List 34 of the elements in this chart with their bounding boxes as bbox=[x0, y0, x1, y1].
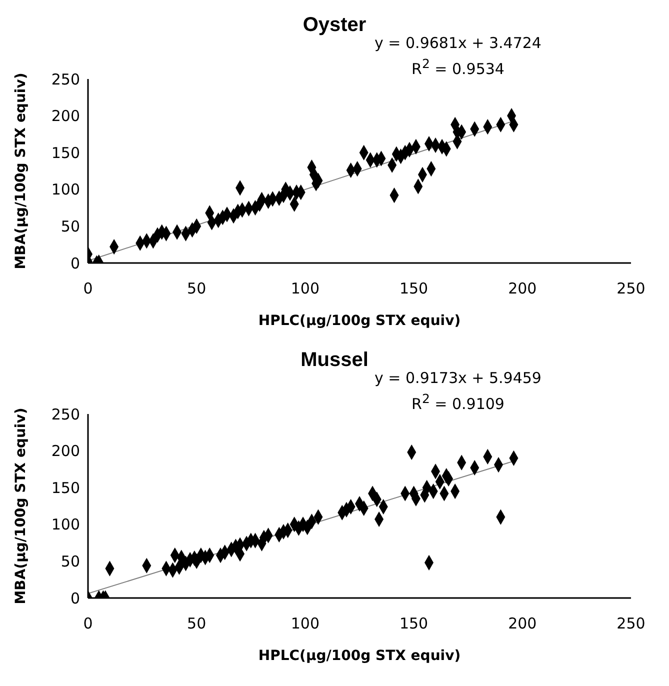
x-tick-label: 0 bbox=[83, 614, 93, 633]
text: R$^{2}$ = 0.9109 bbox=[410, 391, 506, 413]
x-axis-title: HPLC(μg/100g STX equiv) bbox=[258, 313, 461, 329]
y-tick-label: 50 bbox=[60, 552, 80, 571]
chart-title: Oyster bbox=[302, 14, 366, 36]
x-tick-label: 250 bbox=[616, 614, 646, 633]
y-tick-label: 150 bbox=[51, 478, 80, 497]
y-tick-label: 200 bbox=[51, 107, 80, 126]
x-tick-label: 50 bbox=[187, 280, 206, 298]
y-tick-label: 50 bbox=[60, 218, 80, 236]
y-tick-label: 250 bbox=[51, 70, 80, 88]
x-tick-label: 250 bbox=[616, 280, 646, 298]
y-tick-label: 150 bbox=[51, 144, 80, 162]
x-tick-label: 50 bbox=[187, 614, 206, 633]
x-tick-label: 0 bbox=[83, 280, 93, 298]
x-tick-label: 150 bbox=[399, 614, 428, 633]
text: y = 0.9173x + 5.9459 bbox=[374, 369, 542, 387]
y-tick-label: 100 bbox=[51, 180, 80, 199]
x-axis-title: HPLC(μg/100g STX equiv) bbox=[258, 648, 461, 664]
y-tick-label: 0 bbox=[70, 254, 80, 272]
y-tick-label: 250 bbox=[51, 405, 80, 424]
text: R$^{2}$ = 0.9534 bbox=[410, 56, 506, 78]
x-tick-label: 150 bbox=[399, 280, 428, 298]
x-tick-label: 200 bbox=[508, 280, 537, 298]
x-tick-label: 100 bbox=[290, 614, 320, 633]
text: y = 0.9681x + 3.4724 bbox=[374, 34, 542, 52]
x-tick-label: 100 bbox=[290, 280, 320, 298]
y-axis-title: MBA(μg/100g STX equiv) bbox=[12, 408, 29, 604]
y-axis-title: MBA(μg/100g STX equiv) bbox=[12, 72, 29, 270]
y-tick-label: 200 bbox=[51, 442, 80, 460]
y-tick-label: 100 bbox=[51, 516, 80, 534]
chart-title: Mussel bbox=[300, 349, 368, 371]
y-tick-label: 0 bbox=[70, 589, 80, 608]
x-tick-label: 200 bbox=[508, 614, 537, 633]
